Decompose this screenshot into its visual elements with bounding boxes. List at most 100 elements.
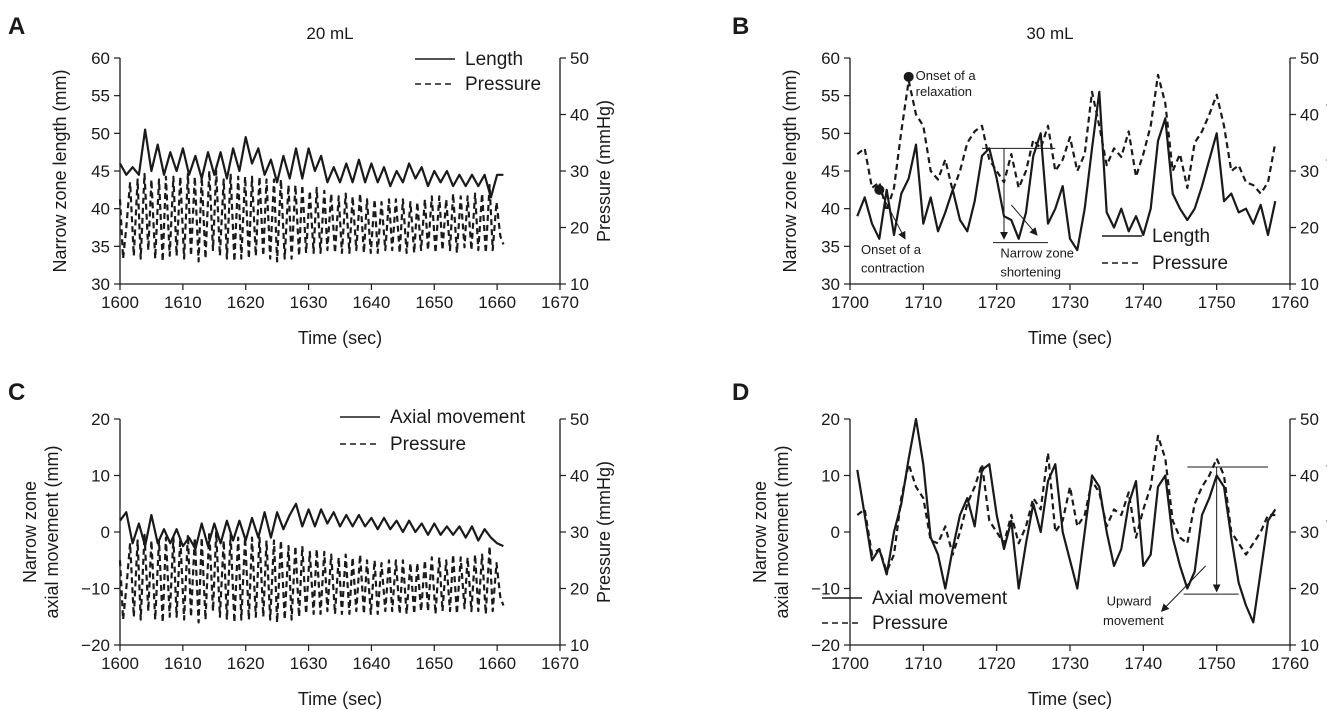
annotation-shortening-line1: Narrow zone	[1000, 246, 1074, 261]
y-tick-label: 40	[821, 200, 840, 219]
x-tick-label: 1610	[164, 293, 202, 312]
panel-letter: C	[8, 379, 25, 406]
y-tick-label: 45	[91, 162, 110, 181]
x-tick-label: 1620	[227, 293, 265, 312]
annotation-contraction-line1: Onset of a	[861, 242, 922, 257]
y-tick-label: 45	[821, 162, 840, 181]
y-tick-label: 50	[821, 124, 840, 143]
legend-label: Pressure	[872, 613, 948, 634]
y-tick-label: 35	[821, 237, 840, 256]
x-tick-label: 1660	[478, 293, 516, 312]
y-axis-label: Narrow zone	[20, 481, 40, 583]
y2-tick-label: 40	[570, 467, 589, 486]
x-tick-label: 1720	[978, 293, 1016, 312]
y2-tick-label: 20	[1300, 219, 1319, 238]
y-tick-label: 30	[91, 275, 110, 294]
x-tick-label: 1760	[1271, 654, 1309, 673]
x-tick-label: 1760	[1271, 293, 1309, 312]
y-tick-label: −10	[81, 580, 110, 599]
panel-letter: B	[732, 13, 749, 40]
y-tick-label: −10	[811, 580, 840, 599]
x-axis-label: Time (sec)	[298, 689, 382, 709]
x-tick-label: 1720	[978, 654, 1016, 673]
panel-a: A 20 mL 1600 1610 1620 1630 1640 1650 1660 1670 30…	[8, 13, 614, 348]
shortening-pointer	[1010, 204, 1038, 236]
y2-tick-label: 10	[1300, 636, 1319, 655]
x-tick-label: 1670	[541, 293, 579, 312]
pressure-series-line	[118, 530, 505, 624]
y2-tick-label: 20	[570, 219, 589, 238]
pressure-series-line	[856, 73, 1277, 212]
x-tick-label: 1740	[1124, 654, 1162, 673]
y2-tick-label: 20	[570, 580, 589, 599]
y2-tick-label: 10	[570, 275, 589, 294]
legend: Axial movement Pressure	[822, 588, 1008, 634]
y2-tick-label: 10	[1300, 275, 1319, 294]
annotations-d: Upward movement	[1103, 466, 1268, 628]
y-tick-label: 20	[91, 410, 110, 429]
y2-tick-label: 40	[1300, 467, 1319, 486]
x-tick-label: 1600	[101, 654, 139, 673]
y2-tick-label: 50	[570, 49, 589, 68]
y2-tick-label: 10	[570, 636, 589, 655]
x-tick-label: 1600	[101, 293, 139, 312]
x-tick-label: 1740	[1124, 293, 1162, 312]
legend-label: Axial movement	[872, 588, 1008, 609]
x-tick-label: 1750	[1198, 293, 1236, 312]
pressure-series-line	[118, 169, 505, 263]
y-tick-label: 55	[91, 87, 110, 106]
y2-tick-label: 50	[570, 410, 589, 429]
legend-label: Axial movement	[390, 407, 526, 428]
x-axis-label: Time (sec)	[1028, 328, 1112, 348]
x-tick-label: 1660	[478, 654, 516, 673]
primary-series-line	[856, 417, 1277, 624]
y2-axis-label: Pressure (mmHg)	[1324, 100, 1327, 242]
y2-tick-label: 30	[1300, 162, 1319, 181]
legend-label: Length	[1152, 226, 1210, 247]
y-tick-label: 60	[91, 49, 110, 68]
y2-tick-label: 30	[570, 162, 589, 181]
y-tick-label: −20	[81, 636, 110, 655]
panel-title: 30 mL	[1026, 24, 1073, 43]
y-tick-label: −20	[811, 636, 840, 655]
pressure-series-line	[856, 434, 1276, 573]
y2-tick-label: 50	[1300, 49, 1319, 68]
y2-tick-label: 40	[1300, 106, 1319, 125]
y2-axis-label: Pressure (mmHg)	[594, 461, 614, 603]
panel-letter: D	[732, 379, 749, 406]
y2-axis-label: Pressure (mmHg)	[594, 100, 614, 242]
y-tick-label: 50	[91, 124, 110, 143]
x-tick-label: 1650	[415, 654, 453, 673]
upward-pointer	[1160, 565, 1207, 612]
y-axis-label: axial movement (mm)	[772, 445, 792, 618]
panel-title: 20 mL	[306, 24, 353, 43]
x-tick-label: 1710	[904, 654, 942, 673]
y-tick-label: 0	[831, 523, 840, 542]
x-tick-label: 1670	[541, 654, 579, 673]
x-tick-label: 1640	[353, 293, 391, 312]
y2-tick-label: 50	[1300, 410, 1319, 429]
x-tick-label: 1700	[831, 654, 869, 673]
primary-series-line	[119, 502, 504, 551]
legend-label: Pressure	[1152, 253, 1228, 274]
annotation-upward-line2: movement	[1103, 613, 1164, 628]
y2-axis-label: Pressure (mmHg)	[1324, 461, 1327, 603]
panel-c: C 1600 1610 1620 1630 1640 1650 1660 1670 −20 −10 0…	[8, 379, 614, 709]
y2-tick-label: 20	[1300, 580, 1319, 599]
annotation-contraction-line2: contraction	[861, 261, 925, 276]
y-tick-label: 10	[91, 467, 110, 486]
panel-d: D 1700 1710 1720 1730 1740 1750 1760 −20 −10 0 10 20…	[732, 379, 1327, 709]
x-axis-label: Time (sec)	[298, 328, 382, 348]
y-tick-label: 20	[821, 410, 840, 429]
y-tick-label: 40	[91, 200, 110, 219]
y-axis-label: Narrow zone length (mm)	[50, 69, 70, 272]
x-tick-label: 1610	[164, 654, 202, 673]
y-tick-label: 35	[91, 237, 110, 256]
y-tick-label: 0	[101, 523, 110, 542]
y-tick-label: 10	[821, 467, 840, 486]
y-tick-label: 60	[821, 49, 840, 68]
annotation-upward-line1: Upward	[1107, 593, 1152, 608]
y-axis-label: axial movement (mm)	[42, 445, 62, 618]
